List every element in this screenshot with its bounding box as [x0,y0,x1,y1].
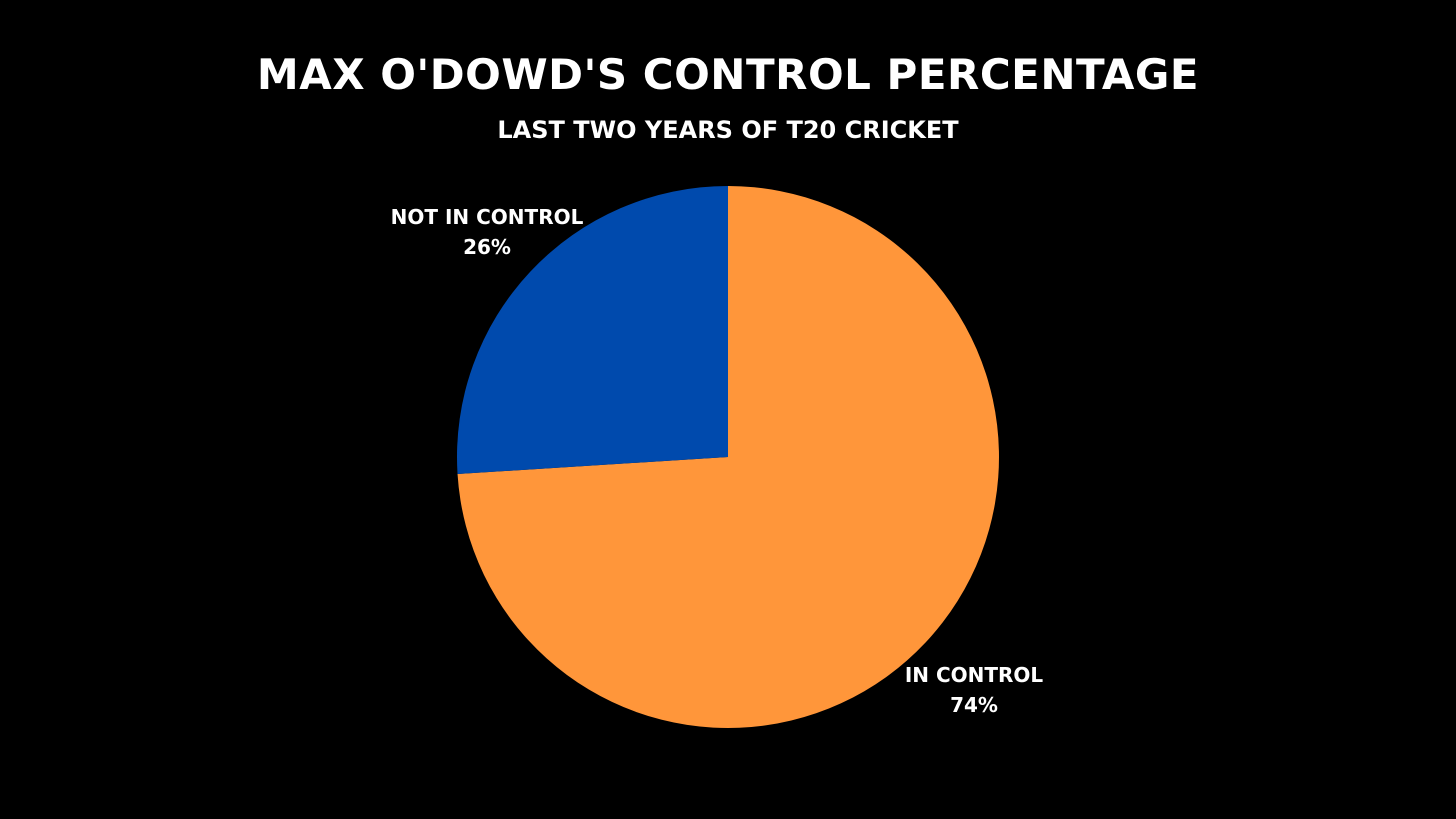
slice-label-in-control-value: 74% [950,693,998,717]
slice-label-not-in-control-value: 26% [463,235,511,259]
chart-subtitle: LAST TWO YEARS OF T20 CRICKET [497,116,959,144]
slice-label-not-in-control-name: NOT IN CONTROL [390,205,584,229]
pie-slice-in-control [457,186,999,729]
slice-label-in-control: IN CONTROL 74% [874,660,1074,720]
pie-slice-not-in-control [456,185,728,475]
chart-title: MAX O'DOWD'S CONTROL PERCENTAGE [256,50,1200,99]
slice-label-not-in-control: NOT IN CONTROL 26% [387,202,587,262]
slice-label-in-control-name: IN CONTROL [904,663,1044,687]
